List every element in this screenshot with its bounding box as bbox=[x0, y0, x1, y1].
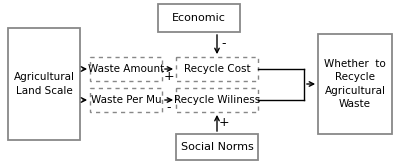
Text: Social Norms: Social Norms bbox=[181, 142, 253, 152]
Bar bbox=[176, 57, 258, 81]
Bar bbox=[90, 88, 162, 112]
Bar bbox=[176, 134, 258, 160]
Bar bbox=[90, 57, 162, 81]
Text: -: - bbox=[167, 102, 171, 115]
Bar bbox=[318, 34, 392, 134]
Bar bbox=[176, 88, 258, 112]
Text: Agricultural
Land Scale: Agricultural Land Scale bbox=[14, 72, 74, 96]
Text: -: - bbox=[222, 38, 226, 50]
Text: Economic: Economic bbox=[172, 13, 226, 23]
Text: Waste Amount: Waste Amount bbox=[88, 64, 164, 74]
Bar bbox=[158, 4, 240, 32]
Text: Whether  to
Recycle
Agricultural
Waste: Whether to Recycle Agricultural Waste bbox=[324, 59, 386, 109]
Text: Waste Per Mu: Waste Per Mu bbox=[91, 95, 161, 105]
Text: Recycle Wiliness: Recycle Wiliness bbox=[174, 95, 260, 105]
Bar bbox=[8, 28, 80, 140]
Text: Recycle Cost: Recycle Cost bbox=[184, 64, 250, 74]
Text: +: + bbox=[219, 117, 229, 129]
Text: +: + bbox=[164, 70, 174, 84]
